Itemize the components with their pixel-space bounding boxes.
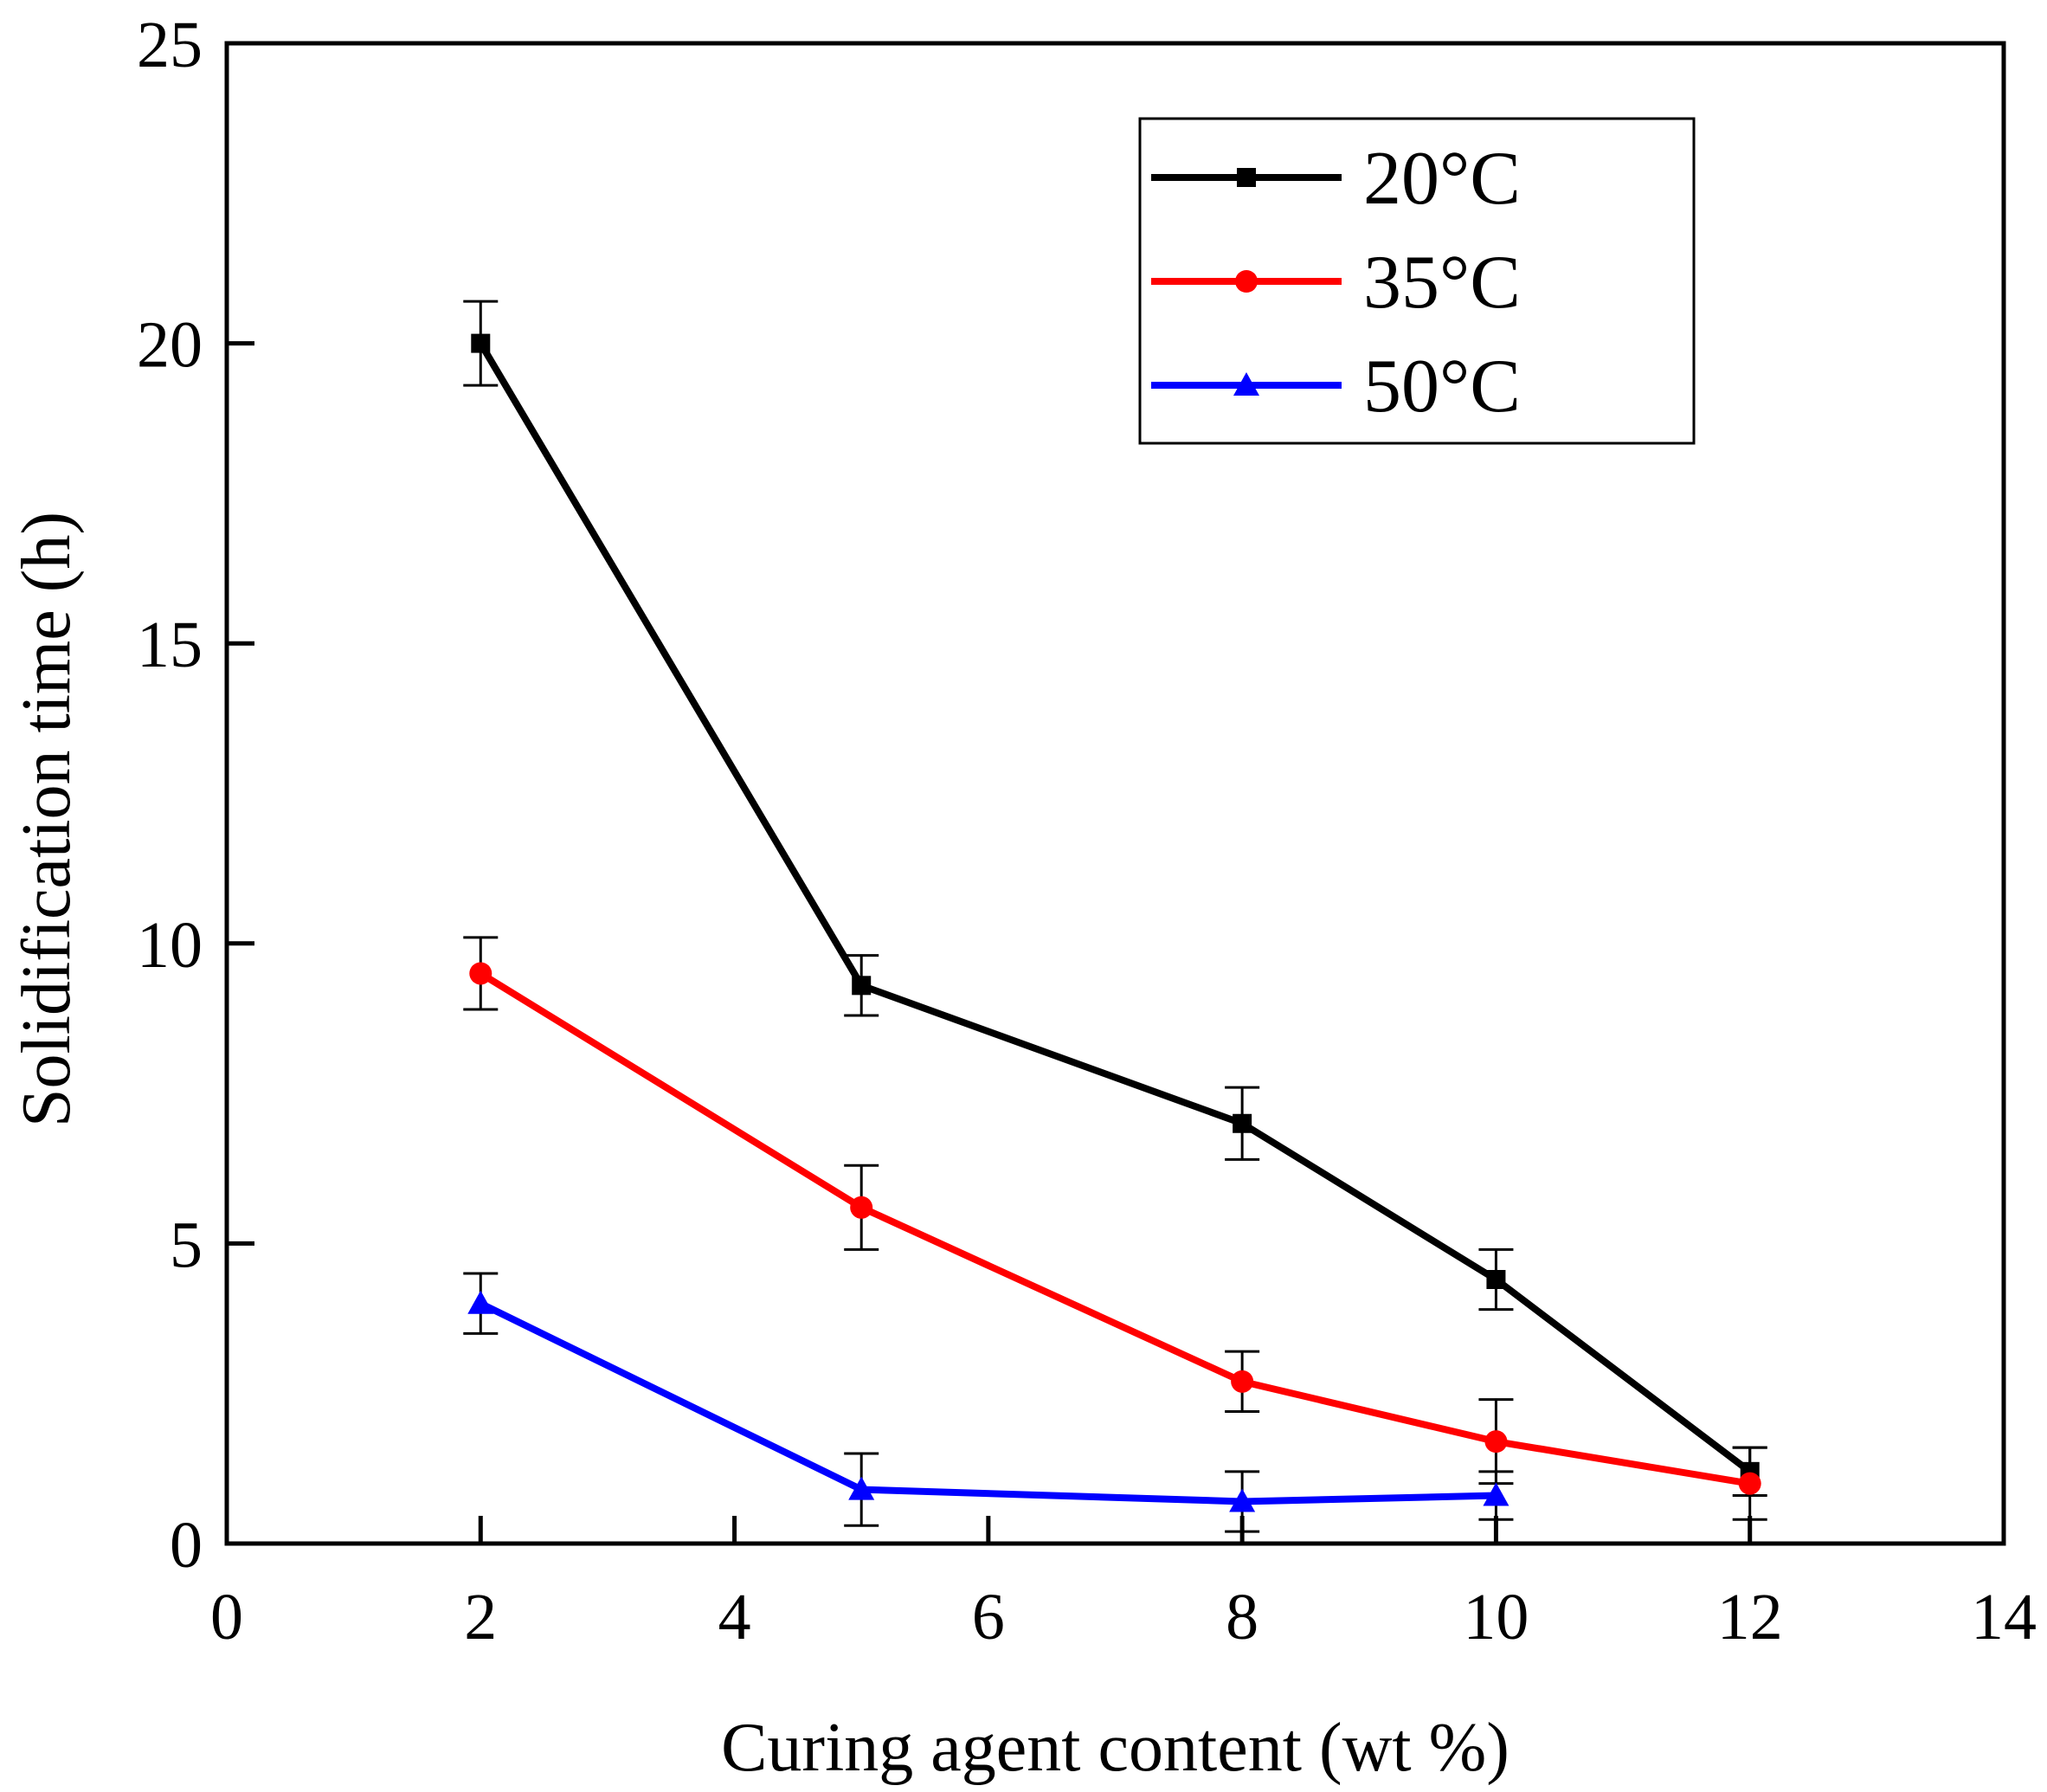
series-line (479, 1300, 1497, 1505)
x-tick-label: 4 (718, 1581, 751, 1653)
legend: 20°C 35°C 50°C (1138, 117, 1696, 445)
x-tick-label: 14 (1971, 1581, 2037, 1653)
square-marker (1486, 1269, 1506, 1289)
circle-marker (1738, 1472, 1761, 1495)
legend-label: 20°C (1363, 137, 1521, 221)
y-axis-title: Solidification time (h) (9, 512, 85, 1127)
y-tick-label: 15 (137, 609, 203, 681)
y-tick-label: 0 (170, 1509, 203, 1582)
legend-label: 35°C (1363, 241, 1521, 325)
x-axis-title: Curing agent content (wt %) (721, 1710, 1510, 1786)
x-tick-label: 10 (1463, 1581, 1529, 1653)
x-tick-label: 8 (1226, 1581, 1258, 1653)
triangle-marker (1483, 1482, 1510, 1506)
triangle-marker (1233, 372, 1259, 396)
plot-frame (224, 41, 2006, 1546)
axes-layer: 0 2 4 6 8 10 12 14 0 5 10 15 20 25 (137, 9, 2037, 1653)
circle-marker (1235, 270, 1258, 293)
square-marker (1233, 1113, 1252, 1133)
circle-marker (469, 962, 492, 985)
y-tick-label: 5 (170, 1209, 203, 1281)
y-tick-label: 10 (137, 909, 203, 982)
triangle-marker (1229, 1488, 1256, 1512)
x-tick-label: 12 (1717, 1581, 1783, 1653)
circle-marker (1484, 1430, 1508, 1454)
x-tick-label: 0 (210, 1581, 243, 1653)
circle-marker (850, 1196, 873, 1219)
x-tick-label: 2 (464, 1581, 497, 1653)
y-tick-label: 25 (137, 9, 203, 81)
square-marker (852, 976, 872, 996)
square-marker (471, 333, 491, 353)
x-tick-label: 6 (972, 1581, 1005, 1653)
legend-label: 50°C (1363, 345, 1521, 429)
square-marker (1237, 168, 1256, 187)
y-tick-label: 20 (137, 309, 203, 382)
triangle-marker (848, 1476, 875, 1500)
series-layer (463, 300, 1767, 1533)
circle-marker (1231, 1370, 1254, 1393)
triangle-marker (467, 1290, 494, 1314)
